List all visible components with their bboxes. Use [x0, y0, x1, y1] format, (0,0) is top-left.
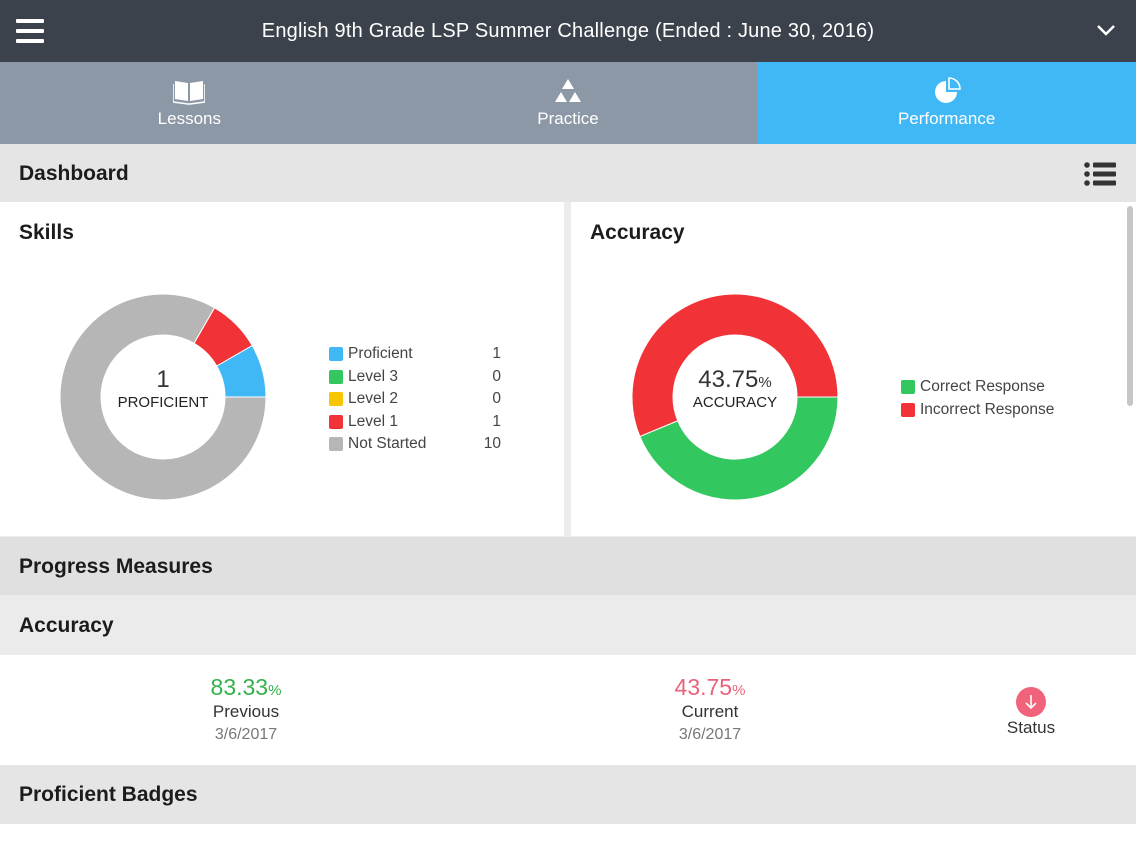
legend-swatch	[329, 414, 343, 429]
dashboard-header: Dashboard	[0, 144, 1136, 202]
previous-value: 83.33%	[146, 674, 346, 701]
accuracy-center-unit: %	[758, 374, 772, 391]
tab-label: Lessons	[157, 109, 221, 128]
proficient-badges-header: Proficient Badges	[0, 765, 1136, 824]
tab-label: Practice	[537, 109, 599, 128]
progress-measures-title: Progress Measures	[19, 555, 213, 578]
legend-value: 0	[492, 367, 501, 385]
accuracy-measure-row: 83.33% Previous 3/6/2017 43.75% Current …	[0, 655, 1136, 765]
skills-center: 1 PROFICIENT	[103, 366, 223, 411]
legend-value: 1	[492, 412, 501, 430]
donut-slice-incorrect-response	[631, 293, 839, 438]
skills-title: Skills	[19, 221, 74, 244]
legend-swatch	[901, 402, 915, 417]
legend-value: 10	[483, 435, 501, 453]
current-measure: 43.75% Current 3/6/2017	[610, 674, 810, 744]
tab-performance[interactable]: Performance	[757, 62, 1136, 144]
list-view-icon[interactable]	[1084, 161, 1116, 187]
legend-label: Level 1	[348, 412, 398, 430]
legend-label: Incorrect Response	[920, 400, 1055, 418]
tab-label: Performance	[897, 109, 996, 128]
proficient-badges-title: Proficient Badges	[19, 783, 198, 806]
legend-swatch	[329, 347, 343, 362]
status-label: Status	[1006, 718, 1056, 737]
legend-label: Level 3	[348, 367, 398, 385]
legend-label: Proficient	[348, 345, 413, 363]
legend-item: Level 1 1	[329, 411, 501, 434]
accuracy-measure-title: Accuracy	[19, 614, 114, 637]
pie-chart-icon	[934, 77, 961, 103]
triangles-icon	[554, 79, 581, 102]
hamburger-menu-icon[interactable]	[16, 19, 44, 43]
previous-label: Previous	[212, 702, 280, 721]
accuracy-center-label: ACCURACY	[692, 394, 778, 411]
badges-content	[0, 824, 1136, 852]
previous-number: 83.33	[210, 674, 269, 700]
previous-date: 3/6/2017	[214, 726, 278, 743]
current-label: Current	[681, 702, 739, 721]
book-icon	[173, 81, 206, 105]
legend-swatch	[329, 392, 343, 407]
arrow-down-icon	[1016, 687, 1046, 717]
accuracy-center-value: 43.75%	[675, 366, 795, 394]
current-value: 43.75%	[610, 674, 810, 701]
progress-measures-header: Progress Measures	[0, 537, 1136, 595]
scrollbar[interactable]	[1127, 206, 1133, 406]
chevron-down-icon[interactable]	[1096, 22, 1116, 38]
legend-label: Correct Response	[920, 378, 1045, 396]
accuracy-center: 43.75% ACCURACY	[675, 366, 795, 411]
current-unit: %	[732, 682, 746, 699]
accuracy-legend: Correct Response Incorrect Response	[901, 376, 1091, 421]
tab-bar: Lessons Practice Performance	[0, 62, 1136, 144]
donut-slice-correct-response	[639, 396, 839, 501]
tab-lessons[interactable]: Lessons	[0, 62, 379, 144]
skills-center-value: 1	[156, 366, 170, 393]
previous-unit: %	[268, 682, 282, 699]
current-number: 43.75	[674, 674, 733, 700]
skills-legend: Proficient 1 Level 3 0 Level 2 0 Level 1 1 N…	[329, 343, 501, 456]
legend-value: 1	[492, 345, 501, 363]
legend-label: Level 2	[348, 390, 398, 408]
legend-item: Proficient 1	[329, 343, 501, 366]
legend-item: Correct Response	[901, 376, 1091, 399]
legend-label: Not Started	[348, 435, 427, 453]
legend-swatch	[329, 437, 343, 452]
course-title[interactable]: English 9th Grade LSP Summer Challenge (…	[261, 20, 875, 42]
current-date: 3/6/2017	[678, 726, 742, 743]
legend-value: 0	[492, 390, 501, 408]
status-indicator[interactable]: Status	[996, 687, 1066, 738]
accuracy-measure-header: Accuracy	[0, 596, 1136, 654]
legend-item: Incorrect Response	[901, 399, 1091, 422]
top-bar: English 9th Grade LSP Summer Challenge (…	[0, 0, 1136, 62]
skills-center-label: PROFICIENT	[117, 394, 209, 411]
accuracy-card: Accuracy 43.75% ACCURACY Correct Respons…	[571, 202, 1136, 536]
previous-measure: 83.33% Previous 3/6/2017	[146, 674, 346, 744]
skills-donut-chart	[59, 293, 267, 501]
legend-item: Level 2 0	[329, 388, 501, 411]
accuracy-donut-chart	[631, 293, 839, 501]
legend-swatch	[329, 369, 343, 384]
accuracy-title: Accuracy	[590, 221, 685, 244]
legend-item: Not Started 10	[329, 433, 501, 456]
tab-practice[interactable]: Practice	[378, 62, 758, 144]
donut-slice-not-started	[59, 293, 267, 501]
dashboard-title: Dashboard	[19, 162, 129, 185]
accuracy-center-number: 43.75	[698, 366, 759, 393]
legend-swatch	[901, 380, 915, 395]
legend-item: Level 3 0	[329, 366, 501, 389]
skills-card: Skills 1 PROFICIENT Proficient 1 Level 3 0…	[0, 202, 564, 536]
